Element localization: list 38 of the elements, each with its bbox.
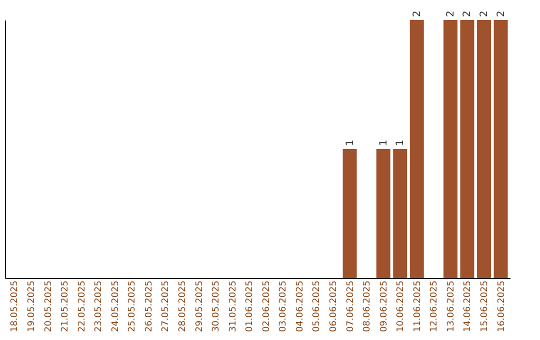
x-tick-label: 13.06.2025 bbox=[446, 280, 456, 332]
x-tick-label: 16.06.2025 bbox=[496, 280, 507, 332]
x-tick-label: 18.05.2025 bbox=[10, 280, 20, 332]
x-tick-label: 11.06.2025 bbox=[412, 280, 423, 332]
data-label: 2 bbox=[462, 10, 474, 17]
data-label: 1 bbox=[378, 140, 390, 146]
x-tick-label: 06.06.2025 bbox=[329, 280, 339, 332]
x-tick-label: 25.05.2025 bbox=[128, 280, 138, 332]
x-tick-label: 01.06.2025 bbox=[245, 280, 256, 332]
x-tick-label: 03.06.2025 bbox=[278, 280, 289, 332]
x-tick-label: 10.06.2025 bbox=[396, 280, 406, 332]
x-tick-label: 28.05.2025 bbox=[178, 280, 188, 332]
x-tick-label: 30.05.2025 bbox=[212, 280, 222, 332]
x-tick-label: 27.05.2025 bbox=[161, 280, 172, 332]
x-tick-label: 08.06.2025 bbox=[362, 280, 373, 332]
data-label: 1 bbox=[344, 140, 356, 146]
x-tick-label: 31.05.2025 bbox=[228, 280, 238, 332]
data-label: 2 bbox=[412, 10, 423, 17]
data-label: 2 bbox=[496, 10, 507, 17]
data-label: 1 bbox=[395, 140, 406, 146]
x-tick-label: 29.05.2025 bbox=[194, 280, 205, 332]
x-tick-label: 09.06.2025 bbox=[379, 280, 390, 332]
x-tick-label: 20.05.2025 bbox=[44, 280, 54, 332]
x-tick-label: 26.05.2025 bbox=[144, 280, 154, 332]
x-tick-label: 04.06.2025 bbox=[295, 280, 306, 332]
x-tick-label: 22.05.2025 bbox=[77, 280, 88, 332]
x-tick-label: 15.06.2025 bbox=[480, 280, 490, 332]
x-tick-label: 14.06.2025 bbox=[463, 280, 474, 332]
x-tick-label: 19.05.2025 bbox=[27, 280, 38, 332]
x-tick-label: 07.06.2025 bbox=[346, 280, 356, 332]
data-label: 2 bbox=[478, 10, 490, 17]
x-tick-label: 21.05.2025 bbox=[60, 280, 71, 332]
x-tick-label: 24.05.2025 bbox=[110, 280, 121, 332]
x-tick-label: 02.06.2025 bbox=[262, 280, 272, 332]
x-tick-label: 05.06.2025 bbox=[312, 280, 322, 332]
x-tick-label: 23.05.2025 bbox=[94, 280, 104, 332]
data-label: 2 bbox=[445, 10, 456, 17]
x-tick-label: 12.06.2025 bbox=[430, 280, 440, 332]
